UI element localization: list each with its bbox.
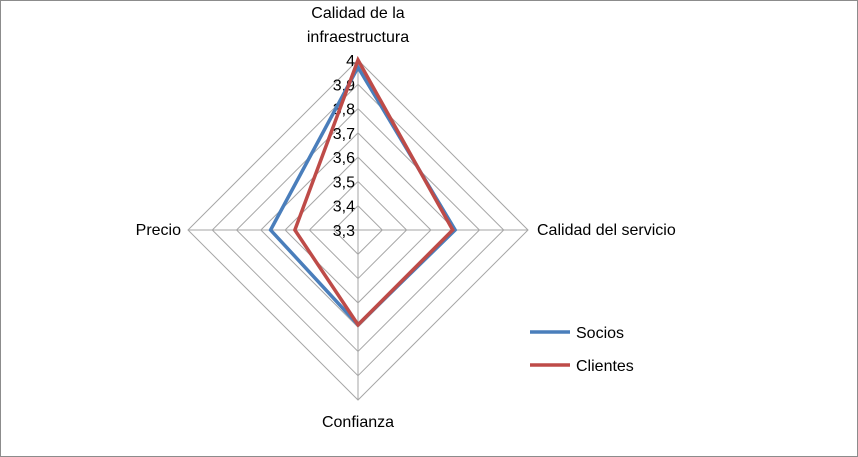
tick-label: 4: [346, 53, 355, 70]
tick-label: 3,4: [333, 199, 355, 216]
tick-label: 3,7: [333, 126, 355, 143]
axis-label: Calidad del servicio: [537, 222, 676, 239]
legend-label-clientes: Clientes: [576, 358, 634, 375]
axis-label: infraestructura: [307, 29, 409, 46]
axis-label: Precio: [136, 222, 181, 239]
series-line-socios: [268, 63, 458, 328]
axis-label: Confianza: [322, 414, 394, 431]
tick-label: 3,5: [333, 174, 355, 191]
axis-label: Calidad de la: [311, 5, 405, 22]
tick-label: 3,6: [333, 150, 355, 167]
series-line-clientes: [292, 55, 455, 328]
tick-label: 3,3: [333, 223, 355, 240]
legend-label-socios: Socios: [576, 325, 624, 342]
